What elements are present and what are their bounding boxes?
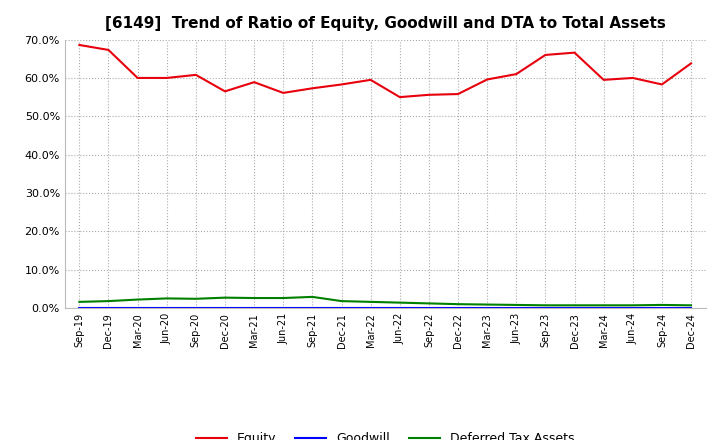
Deferred Tax Assets [395,300,404,305]
Deferred Tax Assets [541,303,550,308]
Goodwill [570,305,579,311]
Deferred Tax Assets [570,303,579,308]
Legend: Equity, Goodwill, Deferred Tax Assets: Equity, Goodwill, Deferred Tax Assets [191,427,580,440]
Goodwill [163,305,171,311]
Equity [220,89,229,94]
Deferred Tax Assets [629,303,637,308]
Goodwill [687,305,696,311]
Equity [308,86,317,91]
Equity [250,80,258,85]
Deferred Tax Assets [657,302,666,308]
Goodwill [220,305,229,311]
Goodwill [192,305,200,311]
Line: Deferred Tax Assets: Deferred Tax Assets [79,297,691,305]
Goodwill [395,305,404,311]
Deferred Tax Assets [512,302,521,308]
Deferred Tax Assets [366,299,375,304]
Title: [6149]  Trend of Ratio of Equity, Goodwill and DTA to Total Assets: [6149] Trend of Ratio of Equity, Goodwil… [105,16,665,32]
Goodwill [337,305,346,311]
Equity [425,92,433,97]
Equity [687,61,696,66]
Deferred Tax Assets [133,297,142,302]
Deferred Tax Assets [163,296,171,301]
Equity [366,77,375,82]
Equity [454,92,462,97]
Deferred Tax Assets [425,301,433,306]
Goodwill [629,305,637,311]
Goodwill [483,305,492,311]
Equity [657,82,666,87]
Equity [512,71,521,77]
Goodwill [657,305,666,311]
Goodwill [599,305,608,311]
Goodwill [425,305,433,311]
Goodwill [133,305,142,311]
Equity [75,42,84,48]
Deferred Tax Assets [279,295,287,301]
Equity [541,52,550,58]
Deferred Tax Assets [192,296,200,301]
Deferred Tax Assets [483,302,492,307]
Deferred Tax Assets [337,298,346,304]
Goodwill [279,305,287,311]
Equity [570,50,579,55]
Goodwill [104,305,113,311]
Goodwill [512,305,521,311]
Deferred Tax Assets [687,303,696,308]
Deferred Tax Assets [220,295,229,300]
Deferred Tax Assets [104,298,113,304]
Goodwill [366,305,375,311]
Equity [483,77,492,82]
Deferred Tax Assets [599,303,608,308]
Deferred Tax Assets [454,301,462,307]
Deferred Tax Assets [308,294,317,300]
Goodwill [454,305,462,311]
Equity [104,48,113,53]
Equity [163,75,171,81]
Line: Equity: Equity [79,45,691,97]
Equity [599,77,608,82]
Equity [279,90,287,95]
Goodwill [250,305,258,311]
Equity [395,95,404,100]
Goodwill [541,305,550,311]
Equity [192,72,200,77]
Deferred Tax Assets [75,299,84,304]
Equity [133,75,142,81]
Deferred Tax Assets [250,295,258,301]
Equity [337,82,346,87]
Equity [629,75,637,81]
Goodwill [308,305,317,311]
Goodwill [75,305,84,311]
